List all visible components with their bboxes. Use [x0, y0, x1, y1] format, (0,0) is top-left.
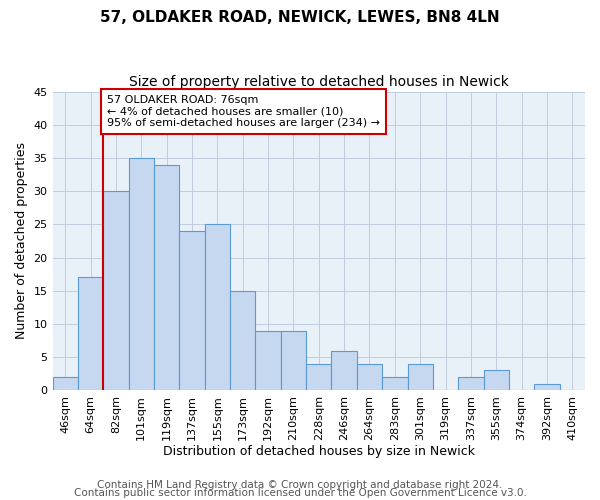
Bar [256, 330, 281, 390]
X-axis label: Distribution of detached houses by size in Newick: Distribution of detached houses by size … [163, 444, 475, 458]
Bar [53, 377, 78, 390]
Bar [281, 330, 306, 390]
Text: 57 OLDAKER ROAD: 76sqm
← 4% of detached houses are smaller (10)
95% of semi-deta: 57 OLDAKER ROAD: 76sqm ← 4% of detached … [107, 95, 380, 128]
Bar [357, 364, 382, 390]
Title: Size of property relative to detached houses in Newick: Size of property relative to detached ho… [129, 75, 509, 89]
Text: Contains public sector information licensed under the Open Government Licence v3: Contains public sector information licen… [74, 488, 526, 498]
Bar [382, 377, 407, 390]
Y-axis label: Number of detached properties: Number of detached properties [15, 142, 28, 340]
Bar [484, 370, 509, 390]
Bar [179, 231, 205, 390]
Text: Contains HM Land Registry data © Crown copyright and database right 2024.: Contains HM Land Registry data © Crown c… [97, 480, 503, 490]
Bar [534, 384, 560, 390]
Bar [331, 350, 357, 391]
Bar [128, 158, 154, 390]
Bar [103, 191, 128, 390]
Text: 57, OLDAKER ROAD, NEWICK, LEWES, BN8 4LN: 57, OLDAKER ROAD, NEWICK, LEWES, BN8 4LN [100, 10, 500, 25]
Bar [458, 377, 484, 390]
Bar [407, 364, 433, 390]
Bar [154, 164, 179, 390]
Bar [306, 364, 331, 390]
Bar [230, 290, 256, 390]
Bar [205, 224, 230, 390]
Bar [78, 278, 103, 390]
